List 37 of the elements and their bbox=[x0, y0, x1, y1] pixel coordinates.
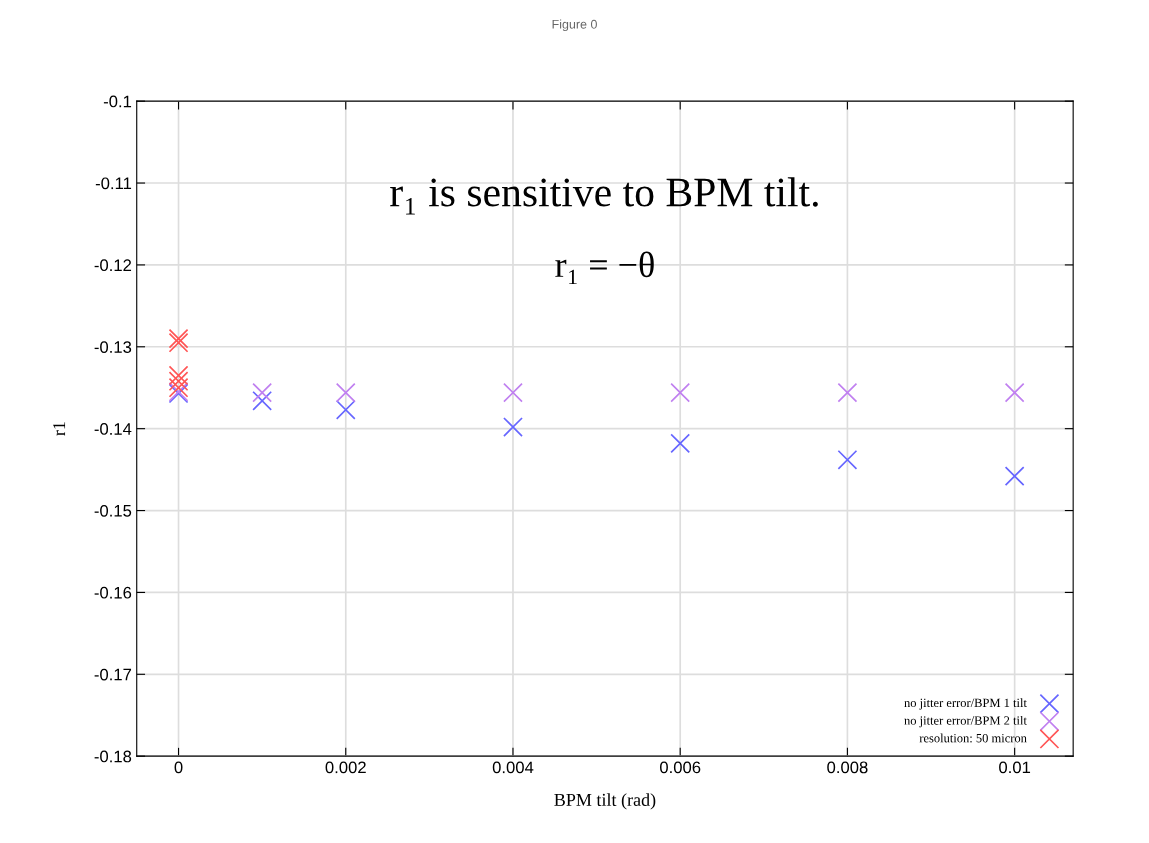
point bbox=[168, 371, 189, 392]
y-tick-label: -0.1 bbox=[103, 95, 132, 108]
y-tick-label: -0.12 bbox=[94, 259, 132, 272]
point bbox=[1004, 466, 1025, 487]
y-tick-label: -0.18 bbox=[94, 750, 132, 763]
y-axis-title: r1 bbox=[53, 422, 66, 436]
point bbox=[503, 417, 523, 437]
point bbox=[168, 365, 189, 386]
annotation: r₁ is sensitive to BPM tilt. bbox=[390, 177, 818, 215]
point bbox=[335, 382, 356, 403]
legend-label: no jitter error/BPM 1 tilt bbox=[904, 698, 1027, 710]
point bbox=[335, 399, 356, 420]
x-tick-label: 0.01 bbox=[999, 761, 1031, 774]
y-tick-label: -0.13 bbox=[94, 341, 132, 353]
legend-label: resolution: 50 micron bbox=[919, 733, 1027, 743]
point bbox=[670, 382, 691, 403]
point bbox=[252, 390, 273, 411]
y-tick-label: -0.15 bbox=[94, 504, 132, 517]
point bbox=[1004, 382, 1025, 403]
legend-label: no jitter error/BPM 2 tilt bbox=[904, 715, 1027, 728]
point bbox=[837, 449, 858, 470]
x-tick-label: 0 bbox=[174, 761, 183, 774]
point bbox=[503, 382, 523, 403]
y-tick-label: -0.16 bbox=[94, 586, 132, 599]
x-tick-label: 0.004 bbox=[492, 761, 534, 774]
x-tick-label: 0.008 bbox=[827, 761, 868, 774]
chart-title: Figure 0 bbox=[552, 19, 597, 32]
point bbox=[837, 382, 858, 403]
y-tick-label: -0.11 bbox=[95, 177, 132, 190]
y-tick-label: -0.17 bbox=[94, 668, 132, 681]
x-tick-label: 0.002 bbox=[325, 761, 366, 774]
point bbox=[670, 433, 691, 454]
x-axis-title: BPM tilt (rad) bbox=[554, 793, 656, 810]
annotation: r₁ = −θ bbox=[555, 251, 654, 285]
y-tick-label: -0.14 bbox=[94, 423, 132, 435]
point bbox=[252, 382, 273, 403]
x-tick-label: 0.006 bbox=[660, 761, 701, 774]
